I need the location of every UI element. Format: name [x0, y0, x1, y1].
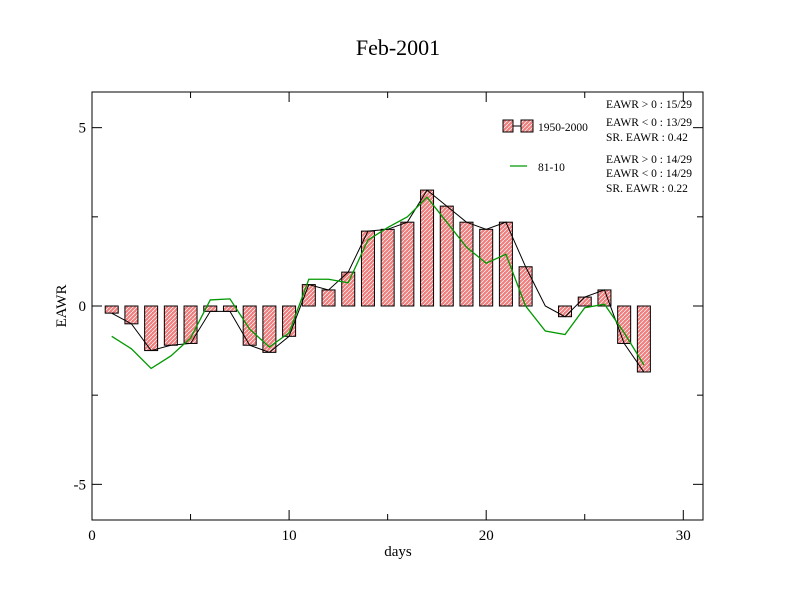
bar-day-17 — [420, 189, 435, 307]
y-tick-label-0: 0 — [79, 299, 87, 315]
x-tick-label-30: 30 — [676, 528, 691, 544]
chart-title: Feb-2001 — [356, 35, 440, 60]
legend-bar-label: 1950-2000 — [538, 122, 588, 134]
bar-day-15 — [380, 228, 395, 307]
stats-1-positive: EAWR > 0 : 15/29 — [606, 99, 692, 111]
bar-day-20 — [479, 228, 494, 307]
bar-day-21 — [498, 221, 513, 307]
bar-day-4 — [163, 305, 178, 346]
bar-day-12 — [321, 289, 336, 307]
legend: 1950-2000 81-10 — [502, 119, 588, 174]
stats-2-positive: EAWR > 0 : 14/29 — [606, 154, 692, 166]
bar-day-14 — [360, 230, 375, 307]
bar-day-22 — [518, 266, 533, 307]
bar-day-8 — [242, 305, 257, 346]
axes: 0 10 20 30 -5 0 5 — [74, 92, 703, 544]
bar-day-9 — [262, 305, 277, 353]
y-axis-label: EAWR — [54, 285, 70, 328]
bar-day-27 — [617, 305, 632, 344]
bar-day-1 — [104, 305, 119, 314]
bar-series-1950-2000 — [104, 189, 651, 373]
x-axis-label: days — [384, 544, 412, 560]
legend-bar-swatch-left — [502, 119, 514, 133]
bar-connector-path — [111, 189, 645, 373]
bar-connector-line — [111, 189, 645, 373]
stats-annotations: EAWR > 0 : 15/29 EAWR < 0 : 13/29 SR. EA… — [606, 99, 692, 195]
line-81-10-path — [111, 196, 645, 370]
y-tick-label--5: -5 — [74, 477, 87, 493]
x-tick-label-0: 0 — [88, 528, 96, 544]
stats-1-sr: SR. EAWR : 0.42 — [606, 132, 688, 144]
bar-day-13 — [341, 271, 356, 307]
stats-2-negative: EAWR < 0 : 14/29 — [606, 168, 692, 180]
x-tick-label-20: 20 — [479, 528, 494, 544]
legend-bar-swatch-right — [520, 119, 534, 133]
y-tick-label-5: 5 — [79, 121, 87, 137]
legend-line-label: 81-10 — [538, 162, 565, 174]
bar-day-24 — [558, 305, 573, 318]
bar-day-19 — [459, 221, 474, 307]
x-tick-label-10: 10 — [282, 528, 297, 544]
stats-1-negative: EAWR < 0 : 13/29 — [606, 117, 692, 129]
bar-day-16 — [400, 221, 415, 307]
stats-2-sr: SR. EAWR : 0.22 — [606, 183, 688, 195]
bar-day-18 — [439, 205, 454, 307]
bar-day-28 — [636, 305, 651, 373]
line-series-81-10 — [111, 196, 645, 370]
